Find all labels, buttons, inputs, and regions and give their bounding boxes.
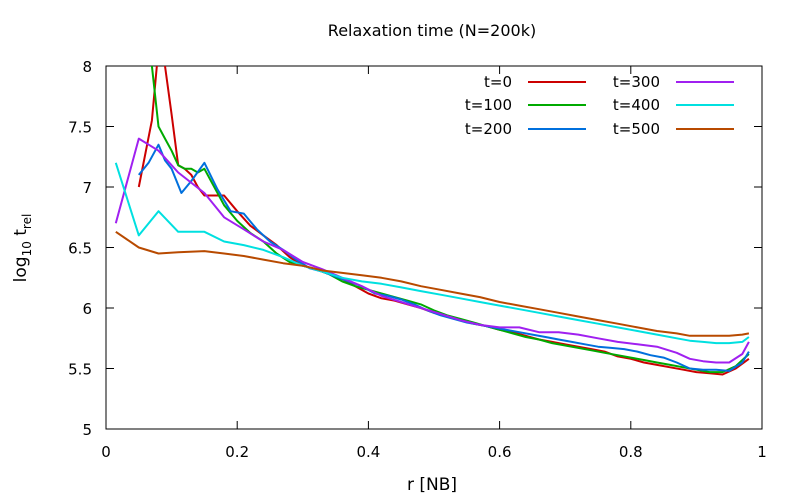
legend-label: t=200 <box>465 120 512 138</box>
y-axis-label-var: t <box>11 229 31 241</box>
x-tick-label: 0.6 <box>488 443 512 461</box>
y-tick-label: 8 <box>82 58 92 76</box>
x-tick-label: 1 <box>757 443 767 461</box>
y-axis-label-base-sub: 10 <box>20 241 34 256</box>
x-tick-label: 0.4 <box>356 443 380 461</box>
x-tick-label: 0.2 <box>225 443 249 461</box>
legend-label: t=500 <box>613 120 660 138</box>
series-line-t-200 <box>138 143 750 372</box>
y-axis-label: log10 trel <box>11 214 34 283</box>
legend-label: t=400 <box>613 96 660 114</box>
series-line-t-100 <box>150 66 750 374</box>
legend-label: t=100 <box>465 96 512 114</box>
y-tick-label: 7 <box>82 179 92 197</box>
legend: t=0 t=100 t=200 t=300 t=400 t=500 <box>465 73 734 138</box>
x-axis: 0 0.2 0.4 0.6 0.8 1 <box>101 66 767 461</box>
y-axis-label-var-sub: rel <box>20 214 34 229</box>
y-tick-label: 6.5 <box>68 240 92 258</box>
legend-label: t=0 <box>484 73 512 91</box>
series-layer <box>114 66 750 376</box>
legend-label: t=300 <box>613 73 660 91</box>
series-line-t-500 <box>115 230 750 337</box>
y-tick-label: 7.5 <box>68 119 92 137</box>
y-tick-label: 5.5 <box>68 361 92 379</box>
plot-frame <box>105 65 763 430</box>
chart-title: Relaxation time (N=200k) <box>328 21 536 40</box>
y-axis: 5 5.5 6 6.5 7 7.5 8 <box>68 58 762 439</box>
x-tick-label: 0.8 <box>619 443 643 461</box>
series-line-t-400 <box>114 162 750 345</box>
y-axis-label-base: log <box>11 256 31 282</box>
x-tick-label: 0 <box>101 443 111 461</box>
y-tick-label: 6 <box>82 300 92 318</box>
series-line-t-300 <box>114 137 750 364</box>
y-tick-label: 5 <box>82 421 92 439</box>
x-axis-label: r [NB] <box>407 475 457 495</box>
